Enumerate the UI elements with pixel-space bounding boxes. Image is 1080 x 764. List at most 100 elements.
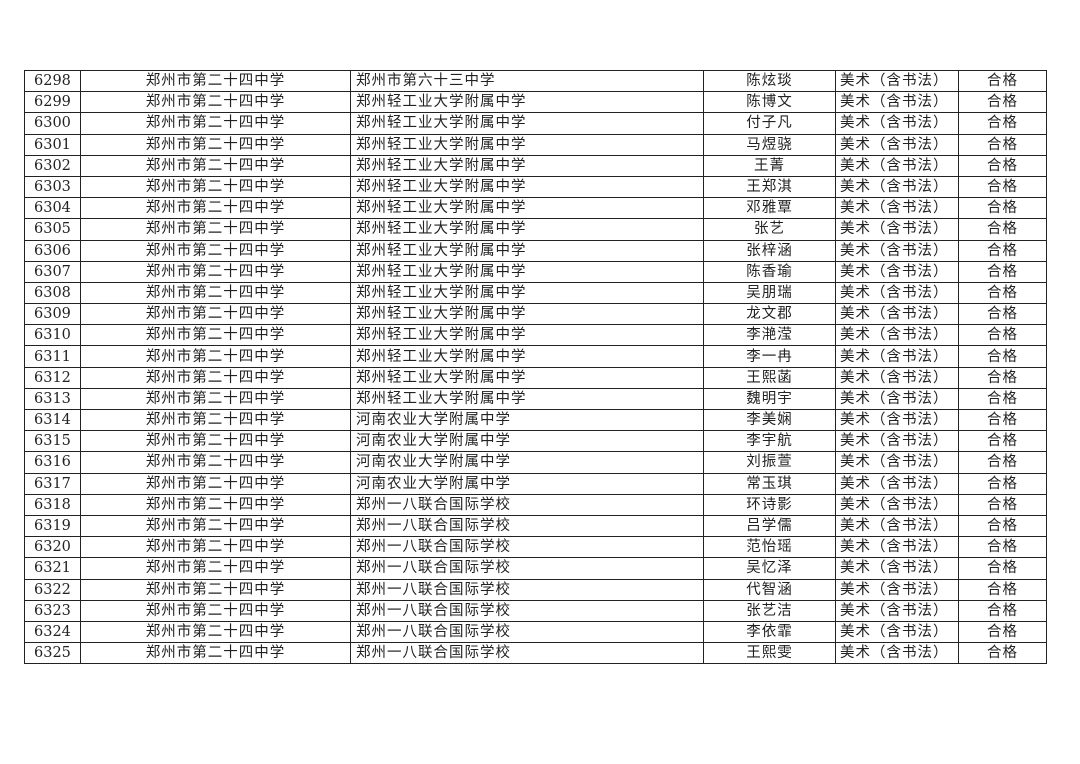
- origin-school-cell: 郑州轻工业大学附属中学: [350, 324, 704, 347]
- row-number: 6305: [24, 218, 81, 241]
- student-name-cell: 环诗影: [703, 493, 836, 516]
- origin-school-cell: 郑州轻工业大学附属中学: [350, 281, 704, 305]
- subject-cell: 美术（含书法）: [835, 324, 959, 347]
- origin-school-cell: 郑州一八联合国际学校: [350, 620, 704, 644]
- table-row: 6315 郑州市第二十四中学 河南农业大学附属中学 李宇航 美术（含书法） 合格: [24, 430, 1047, 453]
- subject-cell: 美术（含书法）: [835, 281, 959, 305]
- result-cell: 合格: [958, 387, 1047, 411]
- result-cell: 合格: [958, 112, 1047, 135]
- table-row: 6306 郑州市第二十四中学 郑州轻工业大学附属中学 张梓涵 美术（含书法） 合格: [24, 239, 1047, 262]
- row-number: 6309: [24, 303, 81, 326]
- subject-cell: 美术（含书法）: [835, 69, 959, 93]
- table-row: 6322 郑州市第二十四中学 郑州一八联合国际学校 代智涵 美术（含书法） 合格: [24, 578, 1047, 601]
- student-name-cell: 代智涵: [703, 578, 836, 601]
- table-row: 6303 郑州市第二十四中学 郑州轻工业大学附属中学 王郑淇 美术（含书法） 合格: [24, 175, 1047, 199]
- table-row: 6309 郑州市第二十四中学 郑州轻工业大学附属中学 龙文郡 美术（含书法） 合格: [24, 303, 1047, 326]
- row-number: 6311: [24, 345, 81, 368]
- subject-cell: 美术（含书法）: [835, 578, 959, 601]
- result-cell: 合格: [958, 281, 1047, 305]
- student-name-cell: 王熙雯: [703, 642, 836, 665]
- table-row: 6299 郑州市第二十四中学 郑州轻工业大学附属中学 陈博文 美术（含书法） 合格: [24, 91, 1047, 114]
- row-number: 6299: [24, 91, 81, 114]
- result-cell: 合格: [958, 451, 1047, 474]
- result-cell: 合格: [958, 175, 1047, 199]
- student-name-cell: 王熙菡: [703, 366, 836, 389]
- student-name-cell: 吴忆泽: [703, 557, 836, 580]
- row-number: 6310: [24, 324, 81, 347]
- result-cell: 合格: [958, 133, 1047, 156]
- school-cell: 郑州市第二十四中学: [80, 387, 351, 411]
- table-row: 6313 郑州市第二十四中学 郑州轻工业大学附属中学 魏明宇 美术（含书法） 合格: [24, 387, 1047, 411]
- school-cell: 郑州市第二十四中学: [80, 514, 351, 538]
- result-cell: 合格: [958, 557, 1047, 580]
- school-cell: 郑州市第二十四中学: [80, 133, 351, 156]
- result-cell: 合格: [958, 472, 1047, 495]
- student-name-cell: 范怡瑶: [703, 536, 836, 559]
- origin-school-cell: 郑州轻工业大学附属中学: [350, 112, 704, 135]
- student-name-cell: 李一冉: [703, 345, 836, 368]
- school-cell: 郑州市第二十四中学: [80, 642, 351, 665]
- student-name-cell: 李滟滢: [703, 324, 836, 347]
- origin-school-cell: 河南农业大学附属中学: [350, 408, 704, 432]
- subject-cell: 美术（含书法）: [835, 472, 959, 495]
- origin-school-cell: 郑州一八联合国际学校: [350, 557, 704, 580]
- student-name-cell: 张艺: [703, 218, 836, 241]
- result-cell: 合格: [958, 303, 1047, 326]
- result-cell: 合格: [958, 345, 1047, 368]
- origin-school-cell: 河南农业大学附属中学: [350, 451, 704, 474]
- school-cell: 郑州市第二十四中学: [80, 154, 351, 177]
- origin-school-cell: 郑州轻工业大学附属中学: [350, 366, 704, 389]
- table-row: 6312 郑州市第二十四中学 郑州轻工业大学附属中学 王熙菡 美术（含书法） 合格: [24, 366, 1047, 389]
- school-cell: 郑州市第二十四中学: [80, 239, 351, 262]
- result-cell: 合格: [958, 430, 1047, 453]
- subject-cell: 美术（含书法）: [835, 175, 959, 199]
- student-name-cell: 陈炫琰: [703, 69, 836, 93]
- subject-cell: 美术（含书法）: [835, 642, 959, 665]
- table-row: 6304 郑州市第二十四中学 郑州轻工业大学附属中学 邓雅覃 美术（含书法） 合格: [24, 197, 1047, 220]
- result-cell: 合格: [958, 69, 1047, 93]
- row-number: 6304: [24, 197, 81, 220]
- result-cell: 合格: [958, 366, 1047, 389]
- school-cell: 郑州市第二十四中学: [80, 112, 351, 135]
- subject-cell: 美术（含书法）: [835, 514, 959, 538]
- row-number: 6298: [24, 69, 81, 93]
- table-row: 6318 郑州市第二十四中学 郑州一八联合国际学校 环诗影 美术（含书法） 合格: [24, 493, 1047, 516]
- origin-school-cell: 郑州一八联合国际学校: [350, 599, 704, 622]
- row-number: 6319: [24, 514, 81, 538]
- origin-school-cell: 郑州一八联合国际学校: [350, 536, 704, 559]
- student-name-cell: 常玉琪: [703, 472, 836, 495]
- subject-cell: 美术（含书法）: [835, 154, 959, 177]
- result-cell: 合格: [958, 324, 1047, 347]
- table-row: 6301 郑州市第二十四中学 郑州轻工业大学附属中学 马煜骁 美术（含书法） 合格: [24, 133, 1047, 156]
- student-name-cell: 吴朋瑞: [703, 281, 836, 305]
- result-cell: 合格: [958, 578, 1047, 601]
- school-cell: 郑州市第二十四中学: [80, 345, 351, 368]
- subject-cell: 美术（含书法）: [835, 218, 959, 241]
- result-cell: 合格: [958, 218, 1047, 241]
- student-name-cell: 李宇航: [703, 430, 836, 453]
- results-table: 6298 郑州市第二十四中学 郑州市第六十三中学 陈炫琰 美术（含书法） 合格 6299 郑州…: [24, 69, 1047, 665]
- origin-school-cell: 郑州轻工业大学附属中学: [350, 218, 704, 241]
- result-cell: 合格: [958, 260, 1047, 283]
- table-row: 6308 郑州市第二十四中学 郑州轻工业大学附属中学 吴朋瑞 美术（含书法） 合格: [24, 281, 1047, 305]
- student-name-cell: 陈香瑜: [703, 260, 836, 283]
- student-name-cell: 李美娴: [703, 408, 836, 432]
- row-number: 6300: [24, 112, 81, 135]
- school-cell: 郑州市第二十四中学: [80, 451, 351, 474]
- school-cell: 郑州市第二十四中学: [80, 91, 351, 114]
- origin-school-cell: 郑州轻工业大学附属中学: [350, 260, 704, 283]
- school-cell: 郑州市第二十四中学: [80, 281, 351, 305]
- student-name-cell: 龙文郡: [703, 303, 836, 326]
- subject-cell: 美术（含书法）: [835, 387, 959, 411]
- subject-cell: 美术（含书法）: [835, 303, 959, 326]
- result-cell: 合格: [958, 599, 1047, 622]
- row-number: 6318: [24, 493, 81, 516]
- school-cell: 郑州市第二十四中学: [80, 197, 351, 220]
- result-cell: 合格: [958, 154, 1047, 177]
- school-cell: 郑州市第二十四中学: [80, 472, 351, 495]
- table-row: 6324 郑州市第二十四中学 郑州一八联合国际学校 李依霏 美术（含书法） 合格: [24, 620, 1047, 644]
- student-name-cell: 张梓涵: [703, 239, 836, 262]
- origin-school-cell: 郑州轻工业大学附属中学: [350, 175, 704, 199]
- school-cell: 郑州市第二十四中学: [80, 599, 351, 622]
- row-number: 6312: [24, 366, 81, 389]
